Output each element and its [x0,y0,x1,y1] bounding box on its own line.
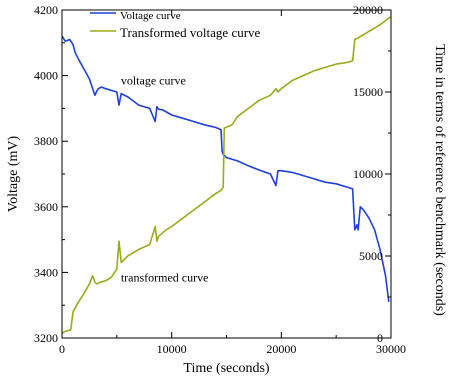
x-axis-label: Time (seconds) [183,361,270,376]
legend-label-voltage-curve: Voltage curve [120,10,181,22]
y-right-tick-label: 5000 [359,249,383,263]
y-axis-right-label: Time in terms of reference benchmark (se… [432,44,447,316]
labels-layer: Time (seconds) Voltage (mV) Time in term… [6,44,447,376]
axes-layer: 0 10000 20000 30000 3200 3400 3600 3800 4000 4200… [34,3,406,356]
y-left-tick-label: 4000 [34,69,58,83]
x-tick-label: 20000 [266,342,296,356]
y-right-tick-label: 10000 [353,167,383,181]
y-left-tick-label: 3800 [34,134,58,148]
series-line-0 [61,35,390,302]
y-right-tick-label: 15000 [353,85,383,99]
y-left-tick-label: 4200 [34,3,58,17]
annotation-transformed-curve: transformed curve [121,270,209,284]
series-line-1 [61,15,392,334]
legend: Voltage curve Transformed voltage curve [90,10,261,40]
y-axis-left-label: Voltage (mV) [6,135,21,212]
y-left-tick-label: 3200 [34,331,58,345]
y-right-tick-label: 0 [377,331,383,345]
x-tick-label: 10000 [157,342,187,356]
legend-label-transformed-curve: Transformed voltage curve [120,25,261,40]
y-left-tick-label: 3400 [34,265,58,279]
y-left-tick-label: 3600 [34,200,58,214]
y-right-tick-label: 20000 [353,3,383,17]
plot-frame [61,9,392,339]
series-layer [61,15,392,334]
x-tick-label: 30000 [376,342,406,356]
x-tick-label: 0 [59,342,65,356]
annotation-voltage-curve: voltage curve [121,74,186,88]
